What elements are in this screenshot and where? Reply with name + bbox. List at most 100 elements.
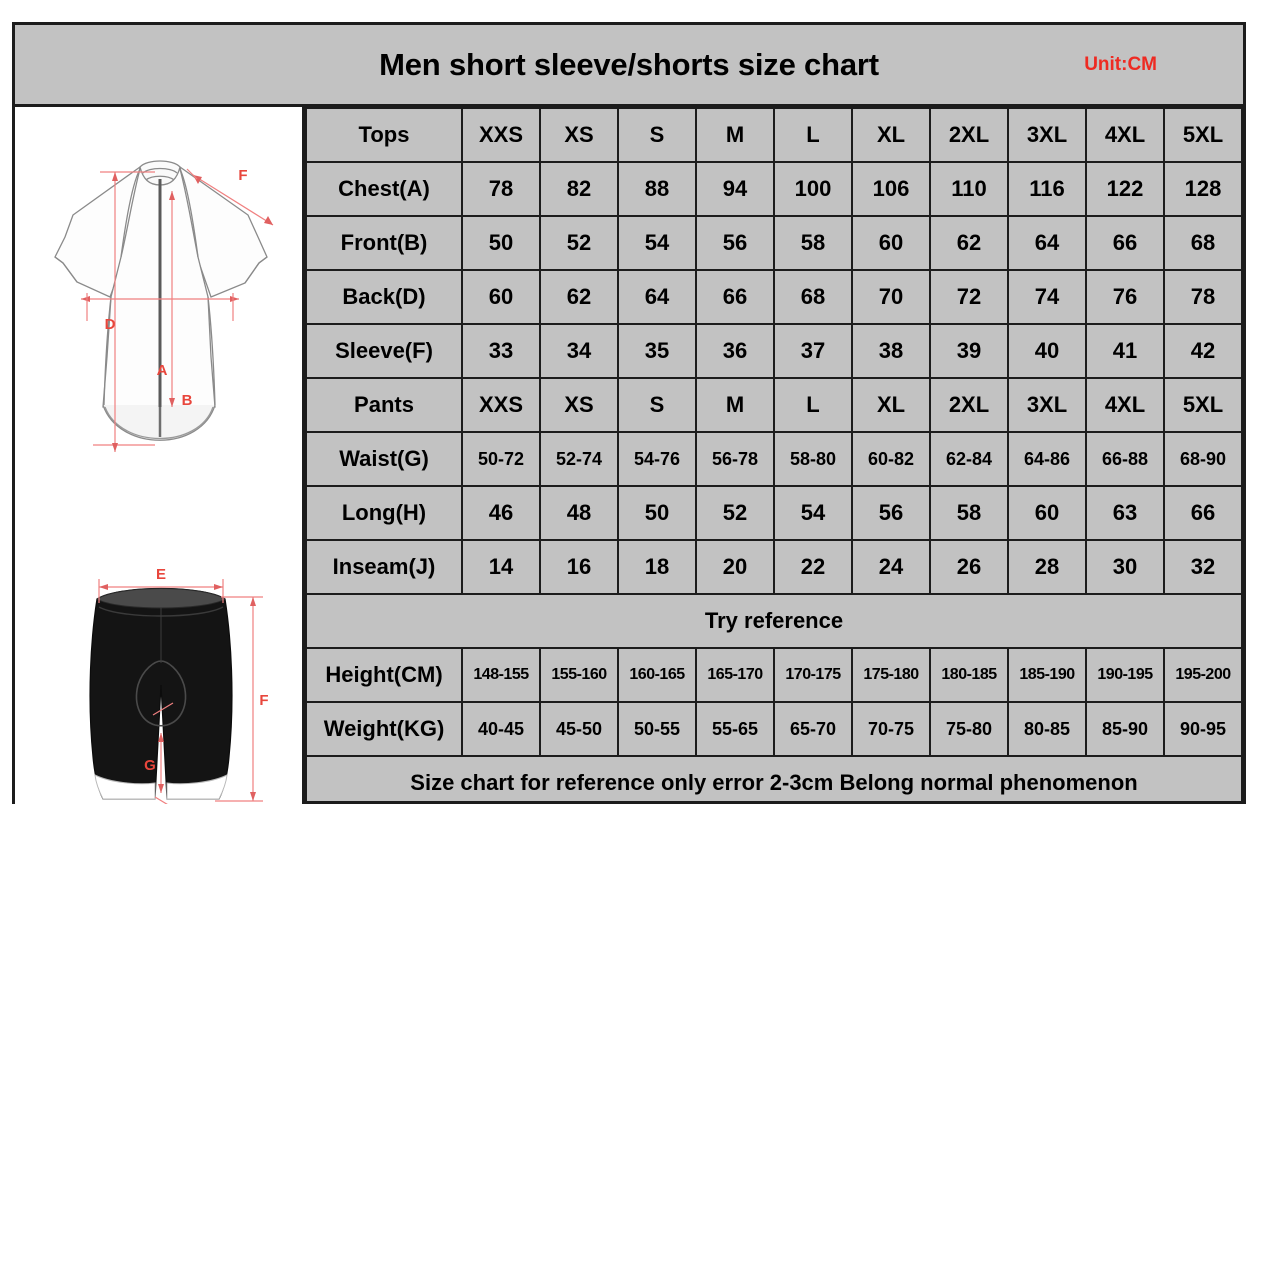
size-header-s: S <box>617 107 697 163</box>
cell-longh-s: 50 <box>617 485 697 541</box>
cell-backd-3xl: 74 <box>1007 269 1087 325</box>
row-label-frontb: Front(B) <box>305 215 463 271</box>
cell-weightkg-l: 65-70 <box>773 701 853 757</box>
cell-weightkg-3xl: 80-85 <box>1007 701 1087 757</box>
jersey-label-D: D <box>105 316 116 333</box>
jersey-label-B: B <box>182 392 193 409</box>
cell-inseamj-xl: 24 <box>851 539 931 595</box>
size-header-s: S <box>617 377 697 433</box>
table-row: Size chart for reference only error 2-3c… <box>305 755 1243 801</box>
cell-longh-xs: 48 <box>539 485 619 541</box>
size-chart-container: Men short sleeve/shorts size chart Unit:… <box>12 22 1246 804</box>
cell-frontb-3xl: 64 <box>1007 215 1087 271</box>
cell-waistg-s: 54-76 <box>617 431 697 487</box>
cell-frontb-xl: 60 <box>851 215 931 271</box>
cell-heightcm-3xl: 185-190 <box>1007 647 1087 703</box>
title-band: Men short sleeve/shorts size chart Unit:… <box>15 25 1243 107</box>
row-label-heightcm: Height(CM) <box>305 647 463 703</box>
cell-weightkg-4xl: 85-90 <box>1085 701 1165 757</box>
cell-heightcm-2xl: 180-185 <box>929 647 1009 703</box>
cell-chesta-xxs: 78 <box>461 161 541 217</box>
jersey-label-A: A <box>157 362 168 379</box>
size-header-xl: XL <box>851 377 931 433</box>
cell-waistg-xs: 52-74 <box>539 431 619 487</box>
cell-longh-l: 54 <box>773 485 853 541</box>
cell-frontb-m: 56 <box>695 215 775 271</box>
cell-longh-3xl: 60 <box>1007 485 1087 541</box>
cell-weightkg-5xl: 90-95 <box>1163 701 1243 757</box>
size-header-xxs: XXS <box>461 107 541 163</box>
size-header-xxs: XXS <box>461 377 541 433</box>
cell-sleevef-xxs: 33 <box>461 323 541 379</box>
table-row: Weight(KG) 40-45 45-50 50-55 55-65 65-70 70-75… <box>305 701 1243 757</box>
cell-inseamj-s: 18 <box>617 539 697 595</box>
size-header-xs: XS <box>539 107 619 163</box>
size-header-2xl: 2XL <box>929 107 1009 163</box>
cell-inseamj-m: 20 <box>695 539 775 595</box>
cell-backd-s: 64 <box>617 269 697 325</box>
cell-frontb-l: 58 <box>773 215 853 271</box>
table-row: Inseam(J) 14 16 18 20 22 24 26 28 30 32 <box>305 539 1243 595</box>
footer-note: Size chart for reference only error 2-3c… <box>305 755 1243 801</box>
size-header-5xl: 5XL <box>1163 107 1243 163</box>
cell-inseamj-5xl: 32 <box>1163 539 1243 595</box>
table-row: Waist(G) 50-72 52-74 54-76 56-78 58-80 60-82 62… <box>305 431 1243 487</box>
shorts-dimension-lines <box>98 579 263 804</box>
section-label-tops: Tops <box>305 107 463 163</box>
cell-heightcm-4xl: 190-195 <box>1085 647 1165 703</box>
cell-chesta-2xl: 110 <box>929 161 1009 217</box>
table-row: Front(B) 50 52 54 56 58 60 62 64 66 68 <box>305 215 1243 271</box>
shorts-label-E: E <box>156 566 166 583</box>
shorts-label-G: G <box>144 757 156 774</box>
cell-waistg-2xl: 62-84 <box>929 431 1009 487</box>
cell-heightcm-xs: 155-160 <box>539 647 619 703</box>
cell-inseamj-2xl: 26 <box>929 539 1009 595</box>
row-label-weightkg: Weight(KG) <box>305 701 463 757</box>
row-label-sleevef: Sleeve(F) <box>305 323 463 379</box>
cell-chesta-xs: 82 <box>539 161 619 217</box>
cell-chesta-l: 100 <box>773 161 853 217</box>
cell-backd-xxs: 60 <box>461 269 541 325</box>
cell-sleevef-4xl: 41 <box>1085 323 1165 379</box>
cell-frontb-xxs: 50 <box>461 215 541 271</box>
table-row: Tops XXS XS S M L XL 2XL 3XL 4XL 5XL <box>305 107 1243 163</box>
illustration-panel: D A B F <box>15 107 305 804</box>
table-row: Chest(A) 78 82 88 94 100 106 110 116 122 128 <box>305 161 1243 217</box>
cell-weightkg-s: 50-55 <box>617 701 697 757</box>
cell-chesta-s: 88 <box>617 161 697 217</box>
page-title: Men short sleeve/shorts size chart <box>379 46 879 82</box>
cell-inseamj-xxs: 14 <box>461 539 541 595</box>
cell-frontb-4xl: 66 <box>1085 215 1165 271</box>
cell-sleevef-2xl: 39 <box>929 323 1009 379</box>
cell-sleevef-3xl: 40 <box>1007 323 1087 379</box>
cell-waistg-l: 58-80 <box>773 431 853 487</box>
cell-inseamj-4xl: 30 <box>1085 539 1165 595</box>
cell-weightkg-xs: 45-50 <box>539 701 619 757</box>
cell-sleevef-m: 36 <box>695 323 775 379</box>
cell-weightkg-xxs: 40-45 <box>461 701 541 757</box>
cell-waistg-m: 56-78 <box>695 431 775 487</box>
size-header-m: M <box>695 377 775 433</box>
cell-frontb-s: 54 <box>617 215 697 271</box>
size-header-3xl: 3XL <box>1007 377 1087 433</box>
cell-longh-xxs: 46 <box>461 485 541 541</box>
cell-waistg-5xl: 68-90 <box>1163 431 1243 487</box>
cell-backd-2xl: 72 <box>929 269 1009 325</box>
cell-longh-xl: 56 <box>851 485 931 541</box>
cell-chesta-3xl: 116 <box>1007 161 1087 217</box>
cell-backd-m: 66 <box>695 269 775 325</box>
row-label-longh: Long(H) <box>305 485 463 541</box>
cell-backd-5xl: 78 <box>1163 269 1243 325</box>
row-label-waistg: Waist(G) <box>305 431 463 487</box>
cell-chesta-5xl: 128 <box>1163 161 1243 217</box>
cell-backd-xl: 70 <box>851 269 931 325</box>
table-row: Back(D) 60 62 64 66 68 70 72 74 76 78 <box>305 269 1243 325</box>
row-label-chesta: Chest(A) <box>305 161 463 217</box>
cell-heightcm-5xl: 195-200 <box>1163 647 1243 703</box>
size-header-xs: XS <box>539 377 619 433</box>
row-label-inseamj: Inseam(J) <box>305 539 463 595</box>
size-header-4xl: 4XL <box>1085 107 1165 163</box>
cell-waistg-3xl: 64-86 <box>1007 431 1087 487</box>
cell-frontb-2xl: 62 <box>929 215 1009 271</box>
cell-sleevef-xs: 34 <box>539 323 619 379</box>
